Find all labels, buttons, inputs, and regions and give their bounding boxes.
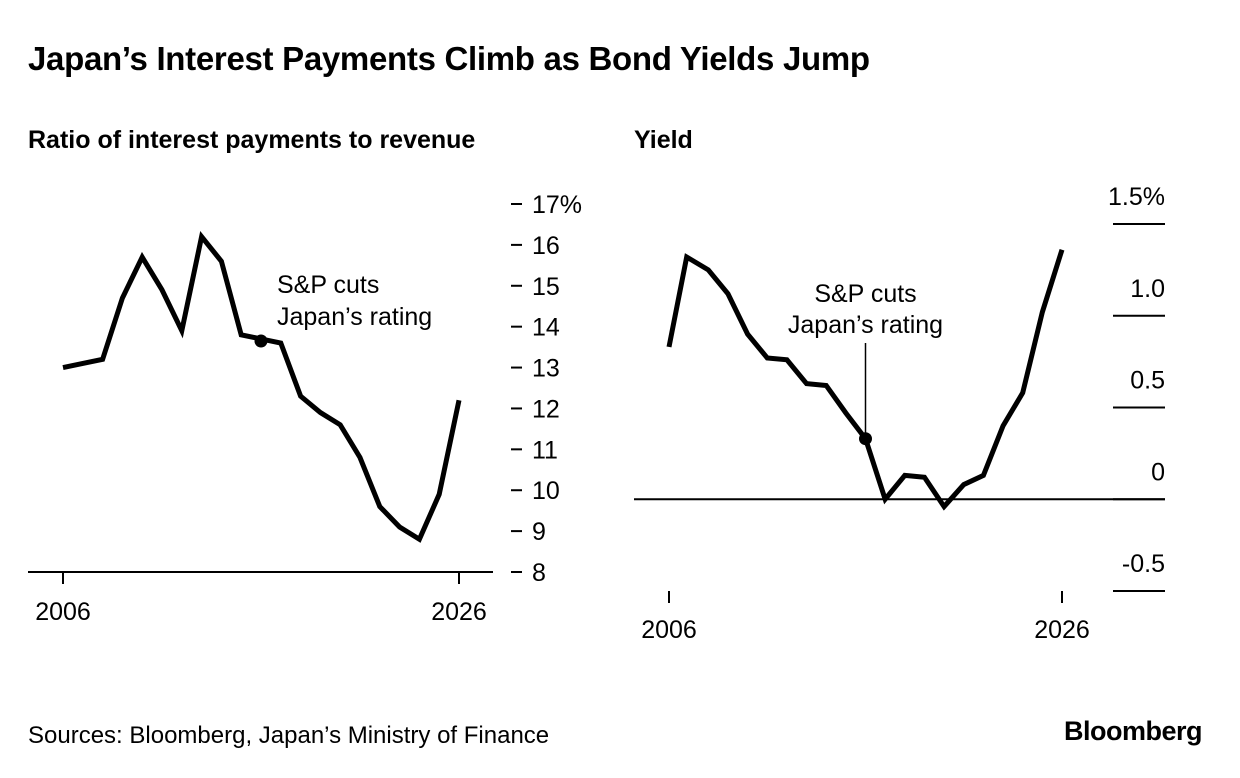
x-tick-label: 2026 bbox=[1034, 616, 1090, 644]
y-tick-label: 17% bbox=[532, 191, 582, 219]
y-tick-label: 10 bbox=[532, 477, 560, 505]
annotation-label-line1: S&P cuts bbox=[277, 271, 379, 299]
x-tick-label: 2026 bbox=[431, 598, 487, 626]
y-tick-label: 1.5% bbox=[1108, 183, 1165, 211]
y-tick-label: 13 bbox=[532, 355, 560, 383]
source-note: Sources: Bloomberg, Japan’s Ministry of … bbox=[28, 722, 550, 749]
y-tick-label: 16 bbox=[532, 232, 560, 260]
bloomberg-logo: Bloomberg bbox=[1063, 716, 1203, 746]
annotation-marker bbox=[859, 432, 872, 446]
annotation-marker bbox=[254, 334, 268, 348]
y-tick-label: 1.0 bbox=[1130, 275, 1165, 303]
right-chart-title: Yield bbox=[634, 126, 693, 154]
annotation-label-line2: Japan’s rating bbox=[277, 303, 432, 331]
left-chart-title: Ratio of interest payments to revenue bbox=[28, 126, 476, 154]
y-tick-label: 15 bbox=[532, 273, 560, 301]
x-tick-label: 2006 bbox=[641, 616, 697, 644]
x-tick-label: 2006 bbox=[35, 598, 91, 626]
annotation-label-line1: S&P cuts bbox=[814, 280, 916, 308]
y-tick-label: 9 bbox=[532, 518, 546, 546]
y-tick-label: 8 bbox=[532, 559, 546, 587]
annotation-label-line2: Japan’s rating bbox=[788, 311, 943, 339]
y-tick-label: 14 bbox=[532, 314, 560, 342]
y-tick-label: 0.5 bbox=[1130, 367, 1165, 395]
y-tick-label: 11 bbox=[532, 436, 558, 464]
y-tick-label: 12 bbox=[532, 395, 560, 423]
y-tick-label: -0.5 bbox=[1122, 550, 1165, 578]
y-tick-label: 0 bbox=[1151, 458, 1165, 486]
chart-headline: Japan’s Interest Payments Climb as Bond … bbox=[28, 40, 870, 77]
